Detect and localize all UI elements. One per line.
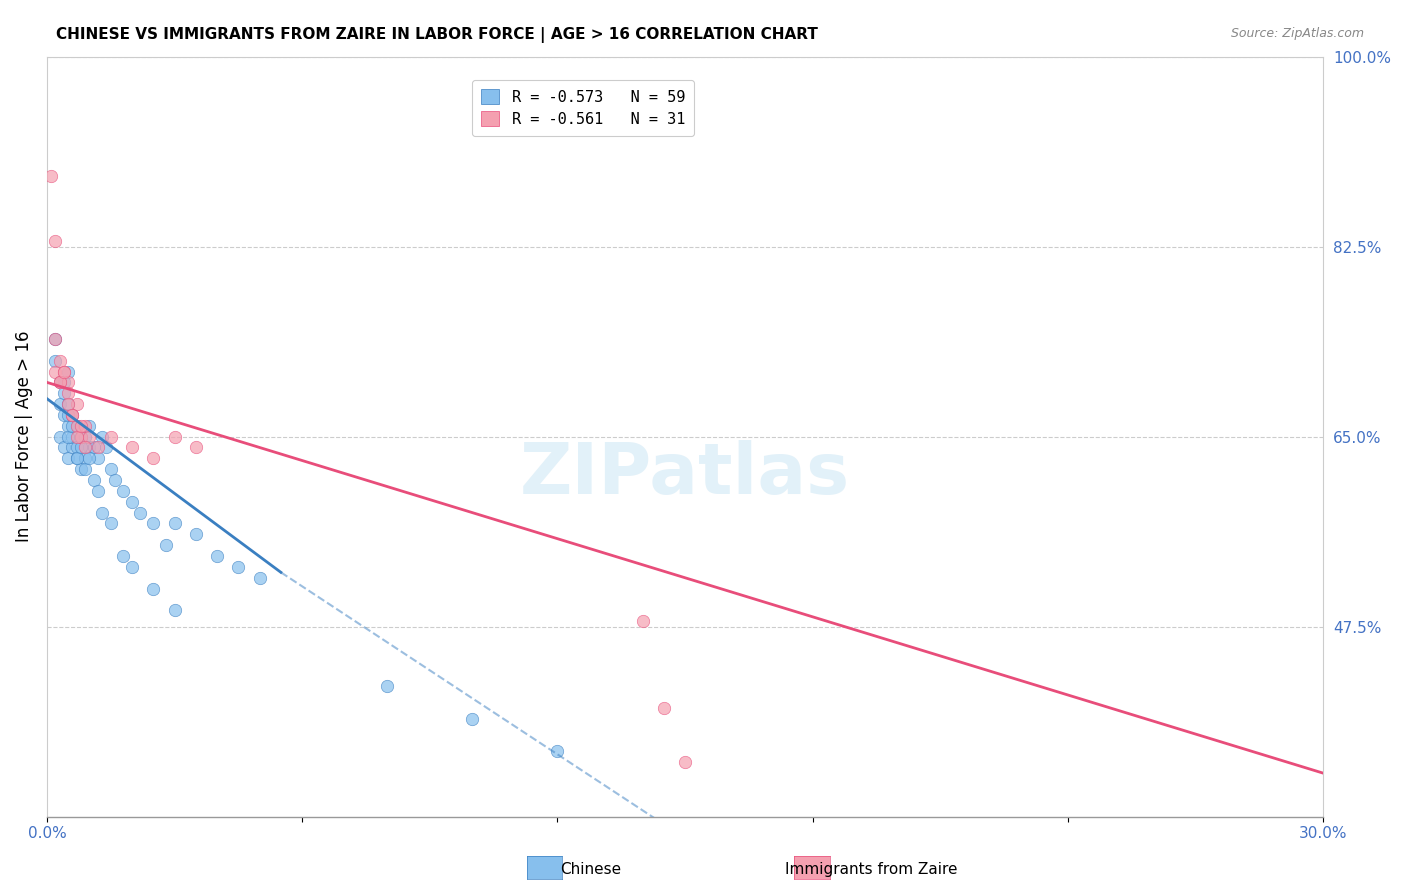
- Point: [91, 430, 114, 444]
- Point: [70, 430, 93, 444]
- Point: [62, 408, 84, 422]
- Point: [62, 408, 84, 422]
- Point: [44, 364, 66, 378]
- Point: [48, 376, 70, 390]
- Point: [673, 756, 696, 770]
- Point: [91, 506, 114, 520]
- Point: [375, 679, 398, 693]
- Point: [66, 418, 89, 433]
- Point: [205, 549, 228, 563]
- Point: [75, 462, 97, 476]
- Point: [44, 332, 66, 346]
- Point: [184, 441, 207, 455]
- Point: [48, 353, 70, 368]
- Point: [163, 603, 186, 617]
- Point: [142, 516, 165, 531]
- Point: [100, 430, 122, 444]
- Point: [52, 364, 75, 378]
- Point: [44, 353, 66, 368]
- Point: [56, 408, 79, 422]
- Point: [184, 527, 207, 541]
- Point: [70, 430, 93, 444]
- Point: [62, 430, 84, 444]
- Point: [546, 744, 568, 758]
- Point: [66, 451, 89, 466]
- Point: [75, 441, 97, 455]
- Point: [100, 516, 122, 531]
- Point: [66, 418, 89, 433]
- Point: [56, 397, 79, 411]
- Point: [121, 560, 143, 574]
- Point: [48, 397, 70, 411]
- Point: [83, 473, 105, 487]
- Point: [228, 560, 250, 574]
- Point: [52, 364, 75, 378]
- Text: Chinese: Chinese: [560, 863, 621, 877]
- Point: [44, 332, 66, 346]
- Point: [56, 451, 79, 466]
- Point: [56, 386, 79, 401]
- Point: [48, 430, 70, 444]
- Point: [112, 483, 135, 498]
- Point: [87, 441, 110, 455]
- Point: [52, 386, 75, 401]
- Point: [87, 483, 110, 498]
- Point: [52, 408, 75, 422]
- Y-axis label: In Labor Force | Age > 16: In Labor Force | Age > 16: [15, 331, 32, 542]
- Point: [56, 364, 79, 378]
- Point: [79, 451, 101, 466]
- Point: [163, 430, 186, 444]
- Point: [87, 451, 110, 466]
- Point: [66, 430, 89, 444]
- Point: [79, 430, 101, 444]
- Point: [66, 397, 89, 411]
- Point: [79, 441, 101, 455]
- Point: [56, 376, 79, 390]
- Point: [56, 430, 79, 444]
- Point: [155, 538, 177, 552]
- Point: [631, 614, 654, 628]
- Text: Source: ZipAtlas.com: Source: ZipAtlas.com: [1230, 27, 1364, 40]
- Text: Immigrants from Zaire: Immigrants from Zaire: [786, 863, 957, 877]
- Point: [44, 234, 66, 248]
- Point: [39, 169, 62, 183]
- Point: [56, 397, 79, 411]
- Point: [142, 582, 165, 596]
- Legend: R = -0.573   N = 59, R = -0.561   N = 31: R = -0.573 N = 59, R = -0.561 N = 31: [472, 79, 695, 136]
- Point: [96, 441, 118, 455]
- Point: [121, 495, 143, 509]
- Text: ZIPatlas: ZIPatlas: [520, 440, 851, 509]
- Point: [56, 418, 79, 433]
- Point: [75, 418, 97, 433]
- Point: [70, 441, 93, 455]
- Point: [66, 451, 89, 466]
- Point: [48, 376, 70, 390]
- Point: [104, 473, 127, 487]
- Point: [62, 408, 84, 422]
- Point: [142, 451, 165, 466]
- Point: [62, 441, 84, 455]
- Point: [75, 451, 97, 466]
- Point: [121, 441, 143, 455]
- Point: [52, 441, 75, 455]
- Point: [48, 376, 70, 390]
- Point: [461, 712, 484, 726]
- Point: [83, 441, 105, 455]
- Point: [129, 506, 152, 520]
- Point: [163, 516, 186, 531]
- Point: [112, 549, 135, 563]
- Point: [62, 418, 84, 433]
- Point: [52, 376, 75, 390]
- Point: [79, 418, 101, 433]
- Point: [249, 571, 271, 585]
- Text: CHINESE VS IMMIGRANTS FROM ZAIRE IN LABOR FORCE | AGE > 16 CORRELATION CHART: CHINESE VS IMMIGRANTS FROM ZAIRE IN LABO…: [56, 27, 818, 43]
- Point: [70, 418, 93, 433]
- Point: [75, 430, 97, 444]
- Point: [100, 462, 122, 476]
- Point: [652, 701, 675, 715]
- Point: [70, 462, 93, 476]
- Point: [66, 441, 89, 455]
